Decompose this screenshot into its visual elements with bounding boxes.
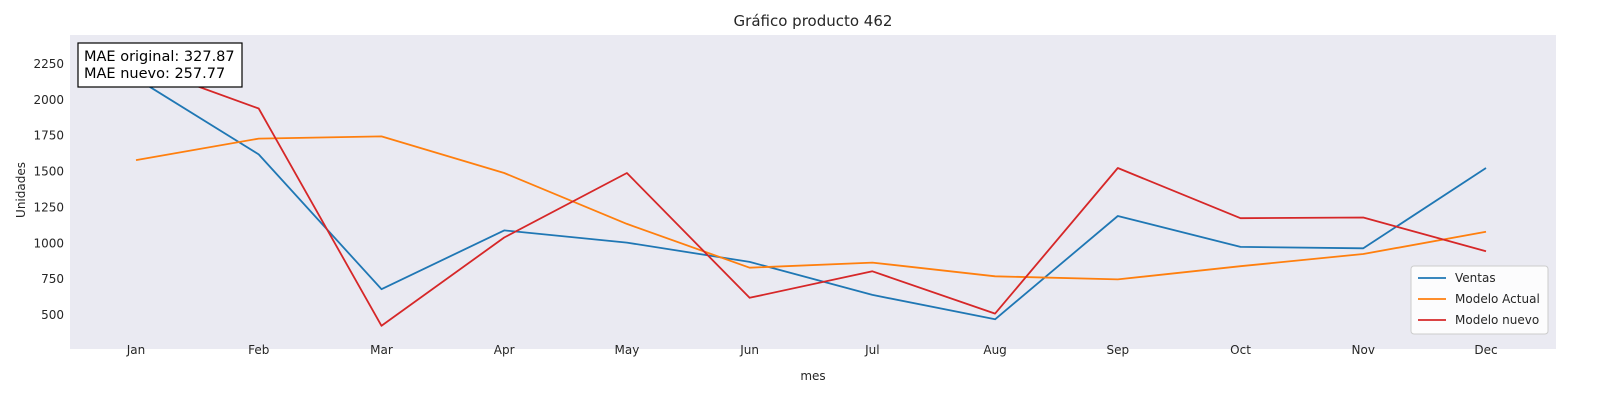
y-tick-label-2250: 2250 [33,57,64,71]
x-tick-label-feb: Feb [248,343,269,357]
y-tick-label-1750: 1750 [33,129,64,143]
series-line-modelo-nuevo [135,63,1487,327]
series-line-modelo-actual [135,135,1487,281]
plot-area [70,35,1556,349]
y-axis-label: Unidades [14,162,28,218]
legend: Ventas Modelo Actual Modelo nuevo [1410,265,1549,335]
series-line-ventas [135,77,1487,321]
x-axis-ticks: Jan Feb Mar Apr May Jun Jul Aug Sep Oct Nov Dec [126,343,1498,357]
x-tick-label-mar: Mar [370,343,393,357]
y-tick-label-1000: 1000 [33,236,64,250]
x-tick-label-may: May [615,343,640,357]
y-tick-label-1250: 1250 [33,200,64,214]
legend-label-modelo-nuevo: Modelo nuevo [1455,313,1539,327]
x-tick-label-nov: Nov [1352,343,1375,357]
x-tick-label-aug: Aug [983,343,1006,357]
y-tick-label-750: 750 [41,272,64,286]
x-tick-label-jul: Jul [864,343,879,357]
annotation-mae-nuevo: MAE nuevo: 257.77 [84,66,225,82]
chart-title: Gráfico producto 462 [734,12,893,30]
legend-label-modelo-actual: Modelo Actual [1455,292,1540,306]
x-tick-label-oct: Oct [1230,343,1251,357]
x-tick-label-jan: Jan [126,343,146,357]
legend-box [1410,265,1549,335]
y-tick-label-1500: 1500 [33,165,64,179]
x-tick-label-apr: Apr [494,343,515,357]
annotation-mae-original: MAE original: 327.87 [84,49,235,65]
legend-label-ventas: Ventas [1455,271,1496,285]
annotation-box [77,42,243,88]
y-tick-label-500: 500 [41,308,64,322]
x-tick-label-sep: Sep [1107,343,1130,357]
y-axis-ticks: 500 750 1000 1250 1500 1750 2000 2250 [33,57,64,322]
x-axis-label: mes [800,369,825,383]
y-tick-label-2000: 2000 [33,93,64,107]
series-layer [135,63,1487,327]
mae-annotation: MAE original: 327.87 MAE nuevo: 257.77 [77,42,243,88]
x-tick-label-dec: Dec [1474,343,1497,357]
x-tick-label-jun: Jun [739,343,759,357]
